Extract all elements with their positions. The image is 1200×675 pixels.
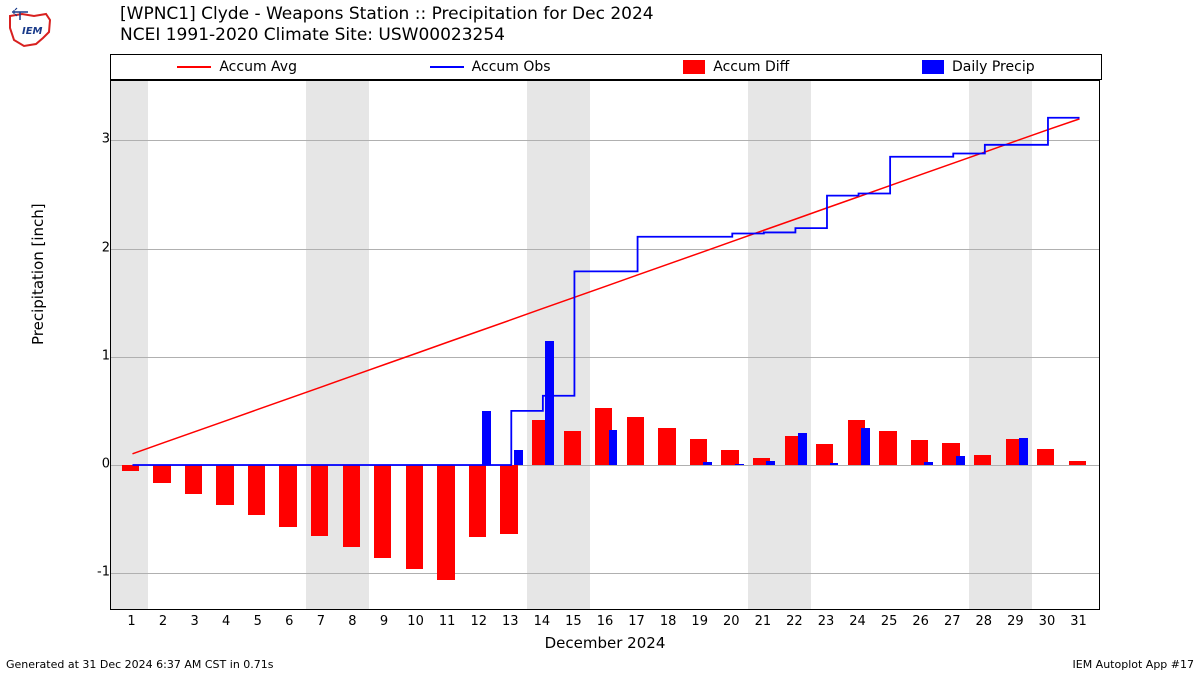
x-tick-label: 27 [944,614,961,629]
plot-area [110,80,1100,610]
y-axis: -1 0 1 2 3 [70,80,110,610]
accum-obs-line [132,118,1079,465]
x-tick-label: 17 [628,614,645,629]
x-tick-label: 12 [470,614,487,629]
legend-line-swatch [177,66,211,68]
x-tick-label: 30 [1039,614,1056,629]
x-tick-label: 21 [755,614,772,629]
x-tick-label: 19 [691,614,708,629]
y-tick-label: 0 [74,456,110,471]
legend-label: Accum Obs [472,59,551,75]
x-tick-label: 10 [407,614,424,629]
x-tick-label: 31 [1070,614,1087,629]
x-tick-label: 18 [660,614,677,629]
x-axis-label: December 2024 [545,634,666,652]
legend-label: Accum Avg [219,59,297,75]
x-tick-label: 23 [818,614,835,629]
x-tick-label: 16 [597,614,614,629]
footer-generated: Generated at 31 Dec 2024 6:37 AM CST in … [6,658,274,671]
accum-avg-line [132,119,1079,454]
legend-label: Accum Diff [713,59,789,75]
title-line-1: [WPNC1] Clyde - Weapons Station :: Preci… [120,4,654,25]
x-tick-label: 2 [159,614,167,629]
x-tick-label: 8 [348,614,356,629]
x-tick-label: 4 [222,614,230,629]
legend-bar-swatch [922,60,944,74]
x-tick-label: 25 [881,614,898,629]
x-tick-label: 29 [1007,614,1024,629]
x-axis: December 2024 12345678910111213141516171… [110,610,1100,650]
x-tick-label: 14 [534,614,551,629]
x-tick-label: 9 [380,614,388,629]
svg-text:IEM: IEM [22,26,43,37]
legend-line-swatch [430,66,464,68]
x-tick-label: 26 [912,614,929,629]
y-tick-label: 3 [74,132,110,147]
x-tick-label: 1 [127,614,135,629]
x-tick-label: 22 [786,614,803,629]
legend-item: Accum Diff [683,59,789,75]
legend-item: Daily Precip [922,59,1035,75]
x-tick-label: 13 [502,614,519,629]
y-tick-label: -1 [74,565,110,580]
chart-title: [WPNC1] Clyde - Weapons Station :: Preci… [120,4,654,47]
y-tick-label: 2 [74,240,110,255]
x-tick-label: 3 [190,614,198,629]
line-series-svg [111,81,1100,610]
x-tick-label: 11 [439,614,456,629]
title-line-2: NCEI 1991-2020 Climate Site: USW00023254 [120,25,654,46]
x-tick-label: 6 [285,614,293,629]
legend-label: Daily Precip [952,59,1035,75]
legend-item: Accum Avg [177,59,297,75]
y-axis-label: Precipitation [inch] [29,203,47,345]
x-tick-label: 5 [254,614,262,629]
x-tick-label: 7 [317,614,325,629]
legend-bar-swatch [683,60,705,74]
legend-item: Accum Obs [430,59,551,75]
legend: Accum Avg Accum Obs Accum Diff Daily Precip [110,54,1102,80]
footer-app: IEM Autoplot App #17 [1073,658,1195,671]
x-tick-label: 28 [976,614,993,629]
iem-logo: IEM [6,6,54,48]
x-tick-label: 15 [565,614,582,629]
x-tick-label: 20 [723,614,740,629]
x-tick-label: 24 [849,614,866,629]
y-tick-label: 1 [74,348,110,363]
